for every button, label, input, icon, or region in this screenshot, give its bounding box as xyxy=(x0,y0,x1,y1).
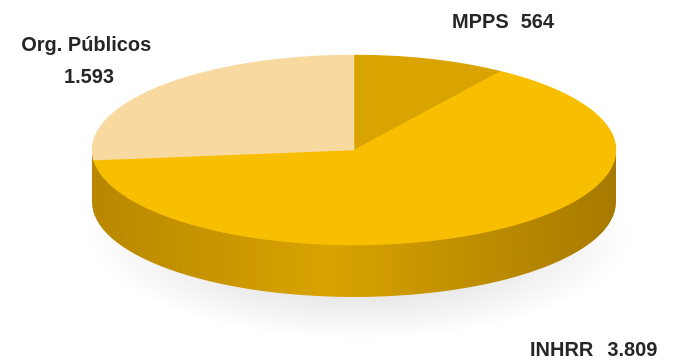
pie-top xyxy=(91,54,617,246)
slice-label-mpps: MPPS 564 xyxy=(452,11,555,33)
pie-side xyxy=(92,150,616,297)
slice-label-org-publicos: Org. Públicos 1.593 xyxy=(21,34,157,88)
pie-slice-mpps xyxy=(353,54,502,151)
pie-side-band xyxy=(92,150,616,297)
pie-slice-org-p-blicos xyxy=(91,54,355,161)
pie-slice-inhrr xyxy=(93,71,617,246)
slice-label-inhrr: INHRR 3.809 xyxy=(530,339,657,361)
